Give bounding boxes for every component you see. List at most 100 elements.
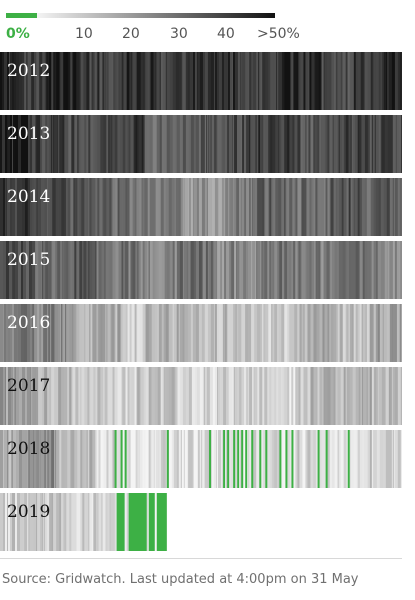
heat-cell [293, 52, 297, 110]
heat-cell [281, 430, 284, 488]
heat-cell [278, 430, 281, 488]
heat-cell [240, 178, 242, 236]
heat-cell [25, 178, 28, 236]
heat-cell [323, 241, 327, 299]
heat-cell [146, 115, 151, 173]
heat-cell [12, 430, 14, 488]
heat-cell [306, 178, 310, 236]
heat-cell [5, 367, 7, 425]
heat-cell [388, 52, 393, 110]
heat-cell [173, 430, 178, 488]
heat-cell [394, 52, 399, 110]
heat-cell [164, 367, 167, 425]
heat-cell [166, 52, 171, 110]
heat-cell [103, 430, 107, 488]
heat-cell [352, 367, 356, 425]
heat-cell [218, 430, 220, 488]
heat-cell [98, 493, 102, 551]
heat-cell [164, 241, 167, 299]
heat-cell [117, 178, 120, 236]
heat-cell [99, 178, 103, 236]
heat-cell [28, 115, 31, 173]
heat-cell [138, 304, 140, 362]
heat-cell [367, 367, 370, 425]
heat-cell [96, 493, 98, 551]
heat-cell [194, 52, 198, 110]
heat-cell [33, 430, 35, 488]
heat-cell [154, 178, 157, 236]
legend-label-zero: 0% [6, 26, 30, 42]
heat-cell [400, 304, 402, 362]
heat-cell [191, 367, 196, 425]
heat-cell [58, 178, 62, 236]
heat-cell [221, 304, 224, 362]
heat-cell [361, 304, 363, 362]
heat-cell [35, 115, 37, 173]
heat-cell [12, 52, 15, 110]
year-row-2012: 2012 [0, 52, 402, 110]
heat-cell [236, 367, 238, 425]
heat-cell [100, 430, 102, 488]
heat-cell [148, 367, 151, 425]
heat-cell [91, 178, 93, 236]
heat-cell [149, 115, 154, 173]
heat-cell [229, 430, 232, 488]
heat-cell [342, 241, 346, 299]
heat-cell [308, 52, 310, 110]
heat-cell [184, 430, 189, 488]
heat-cell [44, 493, 46, 551]
heat-cell [367, 241, 370, 299]
heat-cell [369, 430, 373, 488]
heat-cell [66, 178, 68, 236]
heat-cell [95, 52, 97, 110]
heat-cell [381, 367, 386, 425]
heat-cell [183, 430, 186, 488]
heat-cell [281, 52, 283, 110]
heat-cell [72, 241, 75, 299]
heat-cell [160, 115, 163, 173]
heat-cell [365, 304, 367, 362]
heat-cell [30, 304, 33, 362]
heat-cell [112, 241, 116, 299]
heat-cell [297, 178, 301, 236]
year-row-2017: 2017 [0, 367, 402, 425]
zero-coal-day [227, 430, 230, 488]
heat-cell [175, 304, 178, 362]
heat-cell [84, 178, 87, 236]
heat-cell [293, 241, 295, 299]
heat-cell [306, 115, 309, 173]
heat-cell [378, 52, 382, 110]
heat-cell [50, 304, 52, 362]
heat-cell [221, 115, 223, 173]
heat-cell [117, 115, 120, 173]
heat-cell [174, 367, 177, 425]
heat-cell [399, 241, 402, 299]
heat-cell [109, 241, 113, 299]
heat-cell [97, 367, 101, 425]
heat-cell [269, 178, 272, 236]
heat-cell [306, 367, 308, 425]
heat-cell [385, 430, 390, 488]
heat-cell [37, 493, 41, 551]
heat-cell [188, 430, 192, 488]
heat-cell [239, 241, 241, 299]
heat-cell [99, 52, 103, 110]
heat-cell [302, 304, 304, 362]
heat-cell [350, 430, 354, 488]
heat-cell [0, 241, 4, 299]
heat-cell [330, 304, 334, 362]
heat-cell [272, 430, 275, 488]
heat-cell [148, 304, 153, 362]
heat-cell [313, 178, 316, 236]
heat-cell [27, 430, 29, 488]
heat-cell [375, 304, 379, 362]
heat-cell [42, 52, 44, 110]
heat-cell [92, 241, 96, 299]
heat-cell [230, 178, 234, 236]
heat-cell [268, 115, 271, 173]
heat-cell [371, 241, 374, 299]
heat-cell [197, 241, 200, 299]
heat-cell [80, 430, 83, 488]
heat-cell [294, 304, 298, 362]
heat-cell [298, 52, 301, 110]
